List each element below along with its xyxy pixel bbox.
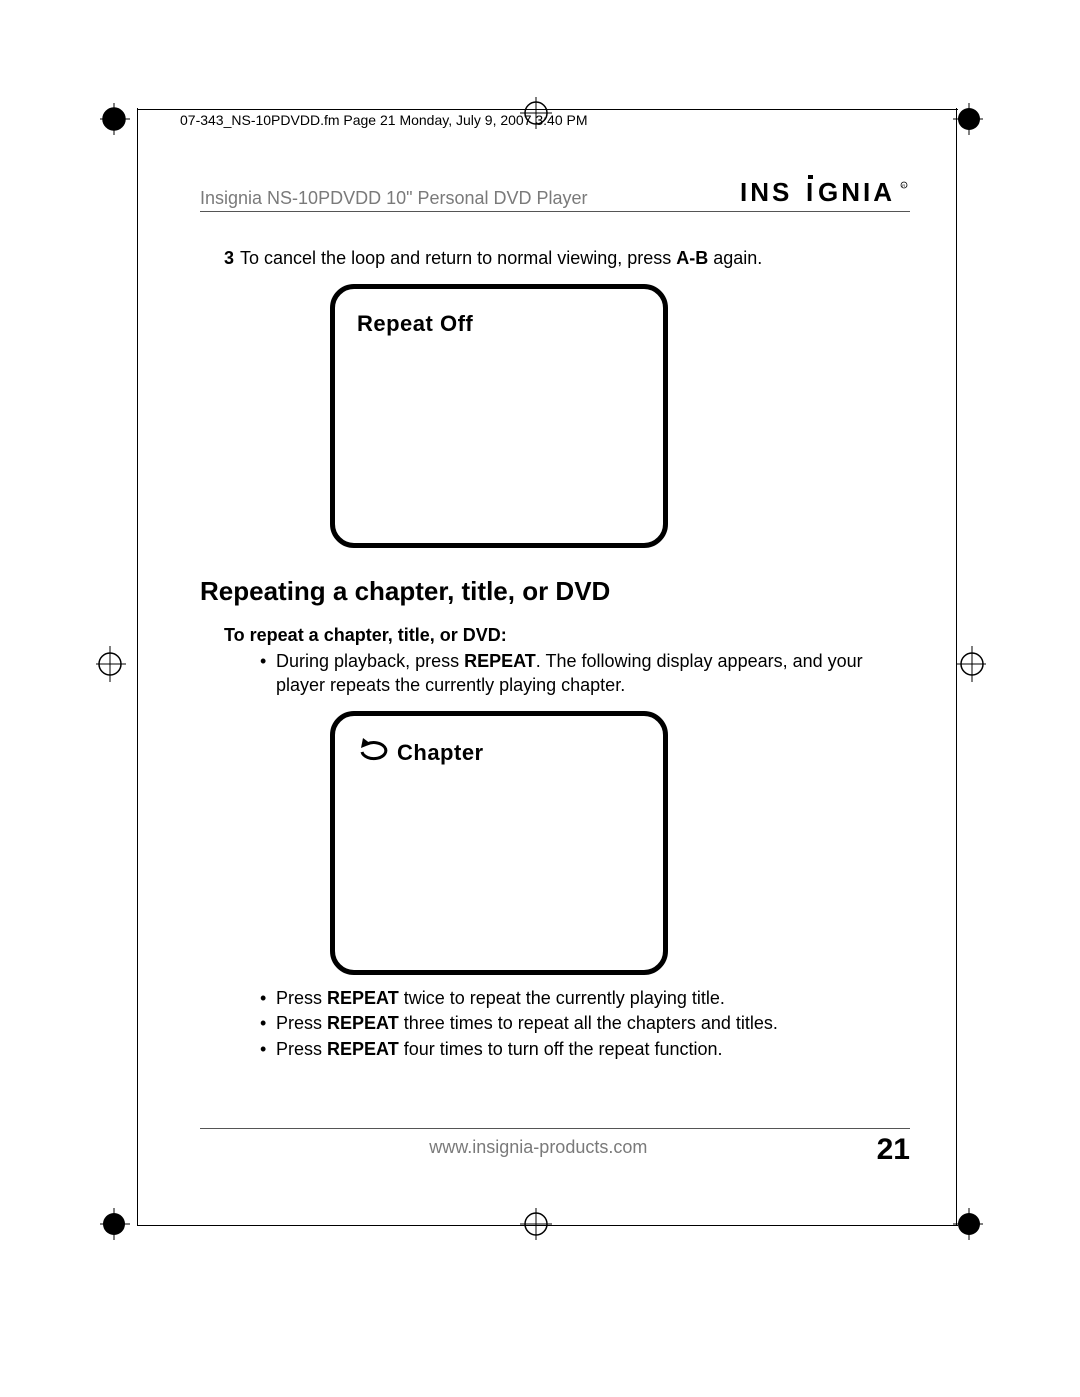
list-item: During playback, press REPEAT. The follo… [260,650,910,697]
bullet-bold: REPEAT [327,988,399,1008]
screen-label-repeat-off: Repeat Off [335,289,663,337]
page-number: 21 [877,1133,910,1167]
footer-row: www.insignia-products.com 21 [200,1128,910,1167]
crop-mark-mid-right [938,640,986,688]
footer-url: www.insignia-products.com [200,1133,877,1158]
bullet-pre: Press [276,1013,327,1033]
bullet-pre: Press [276,1039,327,1059]
list-item: Press REPEAT twice to repeat the current… [260,987,910,1010]
bullet-pre: Press [276,988,327,1008]
product-name: Insignia NS-10PDVDD 10" Personal DVD Pla… [200,188,588,209]
bullet-bold: REPEAT [327,1013,399,1033]
screen-repeat-off: Repeat Off [330,284,668,548]
step-number: 3 [224,248,234,268]
bullet-post: three times to repeat all the chapters a… [399,1013,778,1033]
step-3-instruction: 3 To cancel the loop and return to normal… [224,246,910,270]
section-title: Repeating a chapter, title, or DVD [200,576,910,607]
bullet-post: four times to turn off the repeat functi… [399,1039,723,1059]
crop-mark-mid-left [96,640,144,688]
bullet-bold: REPEAT [327,1039,399,1059]
screen-label-text: Chapter [397,740,484,766]
bullet-bold: REPEAT [464,651,536,671]
svg-text:INS: INS [740,177,792,207]
step-text-after: again. [708,248,762,268]
bullets-bottom: Press REPEAT twice to repeat the current… [260,987,910,1061]
screen-chapter: Chapter [330,711,668,975]
svg-text:R: R [902,183,905,188]
bullets-top: During playback, press REPEAT. The follo… [260,650,910,697]
repeat-loop-icon [357,738,391,768]
crop-mark-top-right [935,95,983,143]
page-header: Insignia NS-10PDVDD 10" Personal DVD Pla… [200,175,910,212]
list-item: Press REPEAT four times to turn off the … [260,1038,910,1061]
svg-text:GNIA: GNIA [818,177,895,207]
step-text-before: To cancel the loop and return to normal … [240,248,676,268]
crop-mark-bottom-right [935,1200,983,1248]
crop-mark-top-center [512,95,560,131]
content-area: Insignia NS-10PDVDD 10" Personal DVD Pla… [200,175,910,1247]
brand-logo: INS I GNIA R [740,175,910,209]
page-footer: www.insignia-products.com 21 [200,1128,910,1167]
crop-mark-bottom-left [100,1200,148,1248]
crop-mark-top-left [100,95,148,143]
sub-title: To repeat a chapter, title, or DVD: [224,625,910,646]
list-item: Press REPEAT three times to repeat all t… [260,1012,910,1035]
screen-label-chapter: Chapter [335,716,663,768]
svg-text:I: I [806,177,816,207]
bullet-pre: During playback, press [276,651,464,671]
manual-page: 07-343_NS-10PDVDD.fm Page 21 Monday, Jul… [0,0,1080,1397]
bullet-post: twice to repeat the currently playing ti… [399,988,725,1008]
step-bold-key: A-B [676,248,708,268]
